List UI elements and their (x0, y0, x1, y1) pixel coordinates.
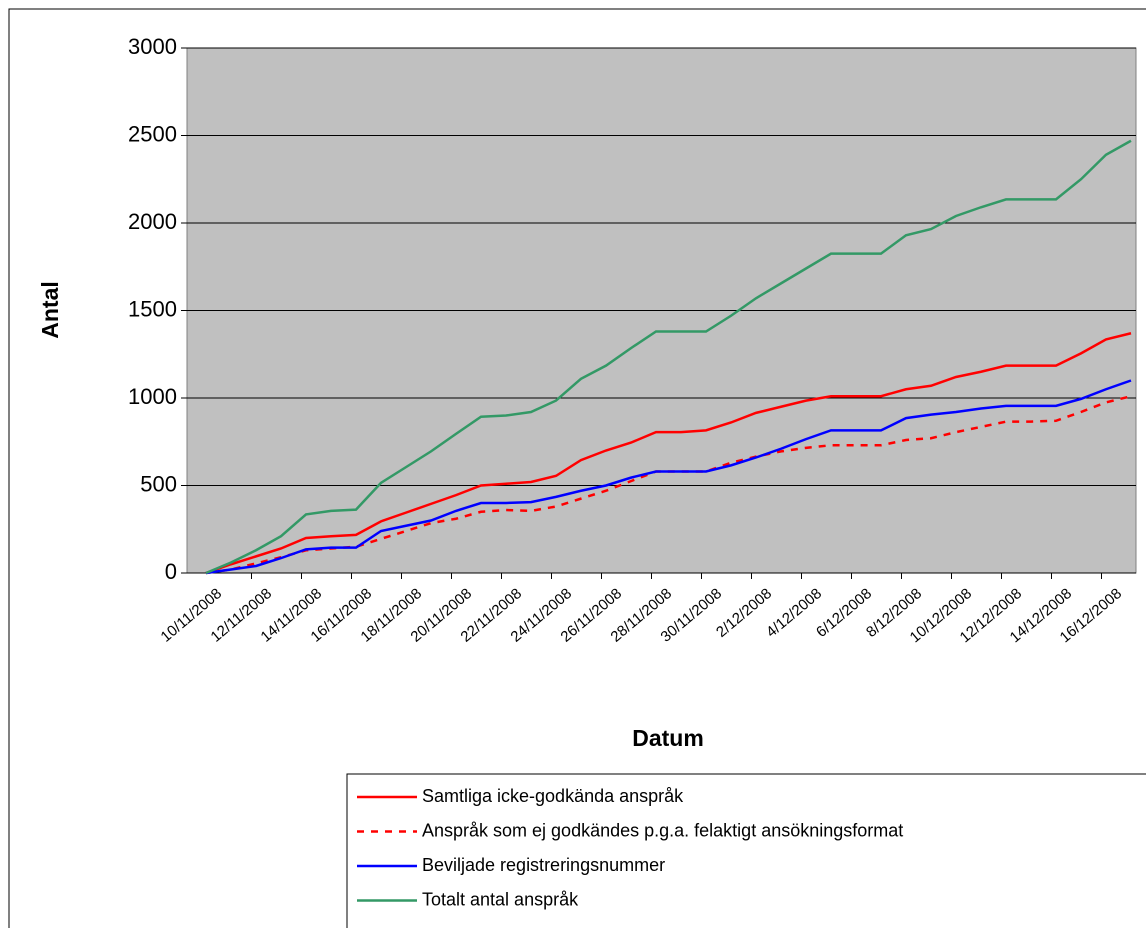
y-tick-label: 3000 (128, 34, 177, 59)
y-tick-label: 2000 (128, 209, 177, 234)
legend-label: Samtliga icke-godkända anspråk (422, 786, 684, 806)
y-tick-label: 1500 (128, 296, 177, 321)
legend-label: Totalt antal anspråk (422, 889, 579, 909)
y-axis-label: Antal (37, 281, 63, 339)
y-tick-label: 500 (140, 471, 177, 496)
legend-label: Beviljade registreringsnummer (422, 855, 665, 875)
y-tick-label: 0 (165, 559, 177, 584)
series-line (205, 332, 1132, 575)
y-tick-label: 2500 (128, 121, 177, 146)
x-axis-label: Datum (632, 725, 704, 751)
y-tick-label: 1000 (128, 384, 177, 409)
legend-label: Anspråk som ej godkändes p.g.a. felaktig… (422, 820, 903, 840)
series-line (205, 379, 1132, 575)
series-line (205, 139, 1132, 575)
legend (346, 773, 1146, 928)
